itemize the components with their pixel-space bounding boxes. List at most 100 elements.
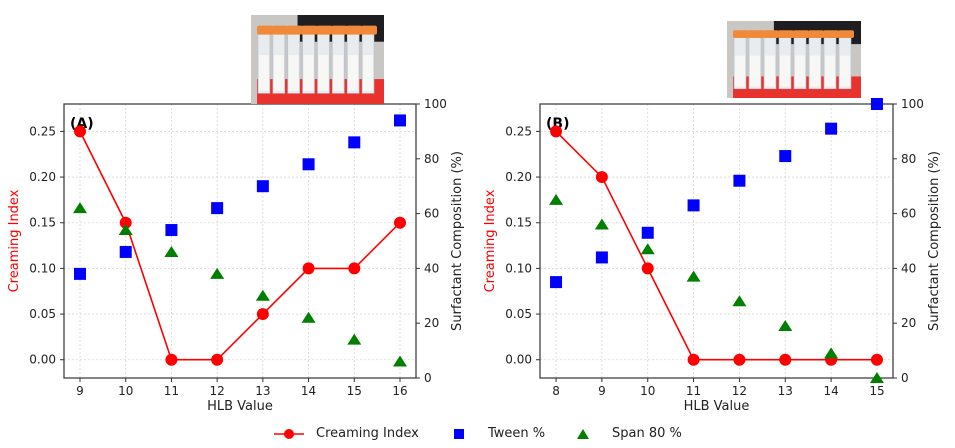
y-left-tick-label: 0.25 — [29, 124, 56, 138]
tube-cap — [778, 30, 794, 38]
y-right-tick-label: 80 — [424, 152, 439, 166]
x-tick-label: 9 — [598, 384, 606, 398]
data-point-triangle — [210, 267, 225, 279]
y-right-tick-label: 100 — [424, 97, 447, 111]
x-tick-label: 11 — [686, 384, 701, 398]
data-point-square — [641, 226, 654, 239]
y-left-tick-label: 0.00 — [505, 353, 532, 367]
x-tick-label: 8 — [552, 384, 560, 398]
x-tick-label: 11 — [164, 384, 179, 398]
chart-panel-a: 9 10 11 12 13 14 15 16 0.00 0.05 0.10 0.15 0.20 0.25 0… — [7, 97, 465, 414]
x-tick-label: 15 — [347, 384, 362, 398]
x-tick-label: 14 — [823, 384, 838, 398]
tube-emulsion — [795, 55, 805, 87]
series-span-80 — [549, 193, 884, 383]
tube-cap — [316, 25, 333, 35]
data-point-circle — [779, 353, 792, 366]
tube-cap — [271, 25, 288, 35]
data-point-circle — [595, 171, 608, 184]
y-left-tick-label: 0.05 — [29, 307, 56, 321]
data-point-circle — [641, 262, 654, 275]
tube-cap — [257, 25, 273, 35]
tube-emulsion — [810, 55, 820, 87]
data-point-square — [550, 276, 563, 289]
y-right-tick-label: 40 — [901, 261, 916, 275]
tube-cap — [823, 30, 839, 38]
data-point-triangle — [73, 202, 87, 214]
tube-cap — [361, 25, 377, 35]
series-span-80 — [73, 202, 407, 367]
y-right-tick-label: 40 — [424, 261, 439, 275]
data-point-circle — [74, 125, 86, 138]
data-point-triangle — [824, 347, 839, 359]
tube-emulsion — [735, 55, 745, 87]
tube-emulsion — [363, 55, 373, 91]
data-point-triangle — [347, 333, 362, 345]
data-point-square — [211, 202, 224, 215]
series-tween — [74, 114, 406, 280]
y-left-tick-label: 0.10 — [505, 261, 532, 275]
y-right-tick-label: 20 — [424, 316, 439, 330]
data-point-square — [825, 122, 838, 135]
tube-cap — [808, 30, 824, 38]
data-point-triangle — [869, 372, 884, 383]
data-point-triangle — [118, 224, 133, 236]
series-line — [79, 131, 401, 361]
y-right-tick-label: 100 — [901, 97, 924, 111]
y-left-tick-label: 0.00 — [29, 353, 56, 367]
legend-label: Creaming Index — [316, 426, 419, 441]
x-tick-label: 12 — [732, 384, 747, 398]
chart-panel-b: 8 9 10 11 12 13 14 15 0.00 0.05 0.10 0.15 0.20 0.25 0 2… — [483, 97, 942, 414]
x-tick-label: 15 — [869, 384, 884, 398]
data-point-triangle — [686, 270, 701, 282]
data-point-square — [687, 199, 700, 212]
tube-emulsion — [303, 55, 314, 91]
y-left-tick-label: 0.15 — [29, 216, 56, 230]
tube-cap — [838, 30, 854, 38]
triangle-icon — [577, 428, 589, 439]
x-tick-label: 13 — [255, 384, 270, 398]
data-point-triangle — [778, 319, 793, 331]
data-point-square — [779, 150, 792, 163]
y-right-tick-label: 60 — [901, 207, 916, 221]
data-point-triangle — [393, 355, 407, 367]
data-point-square — [394, 114, 406, 127]
tube-emulsion — [750, 55, 760, 87]
x-tick-label: 13 — [778, 384, 793, 398]
tube-cap — [733, 30, 749, 38]
tube-emulsion — [288, 55, 299, 91]
tube-emulsion — [348, 55, 359, 91]
x-tick-label: 10 — [640, 384, 655, 398]
tube-cap — [793, 30, 809, 38]
data-point-triangle — [255, 289, 270, 301]
tube-emulsion — [765, 55, 775, 87]
y-left-axis-label: Creaming Index — [7, 189, 22, 292]
series-creaming-index — [550, 125, 883, 366]
data-point-triangle — [164, 245, 179, 257]
x-tick-label: 9 — [76, 384, 84, 398]
x-tick-label: 12 — [210, 384, 225, 398]
data-point-square — [119, 245, 132, 258]
data-point-square — [348, 136, 361, 149]
y-right-axis-label: Surfactant Composition (%) — [450, 151, 465, 331]
y-left-tick-label: 0.25 — [505, 124, 532, 138]
square-icon — [454, 428, 464, 439]
legend-label: Tween % — [488, 426, 546, 441]
data-point-circle — [302, 262, 315, 275]
tube-cap — [301, 25, 318, 35]
legend-item-tween: Tween % — [452, 426, 545, 441]
data-point-circle — [348, 262, 361, 275]
tube-emulsion — [780, 55, 790, 87]
series-creaming-index — [74, 125, 406, 366]
x-tick-label: 16 — [392, 384, 407, 398]
legend-item-span80: Span 80 % — [576, 426, 682, 441]
tubes-photo-b — [727, 21, 861, 98]
tube-emulsion — [840, 55, 850, 87]
y-left-tick-label: 0.20 — [29, 170, 56, 184]
data-point-square — [302, 158, 315, 171]
data-point-square — [595, 251, 608, 264]
y-left-tick-label: 0.05 — [505, 307, 532, 321]
x-tick-label: 14 — [301, 384, 316, 398]
y-left-tick-label: 0.10 — [29, 261, 56, 275]
